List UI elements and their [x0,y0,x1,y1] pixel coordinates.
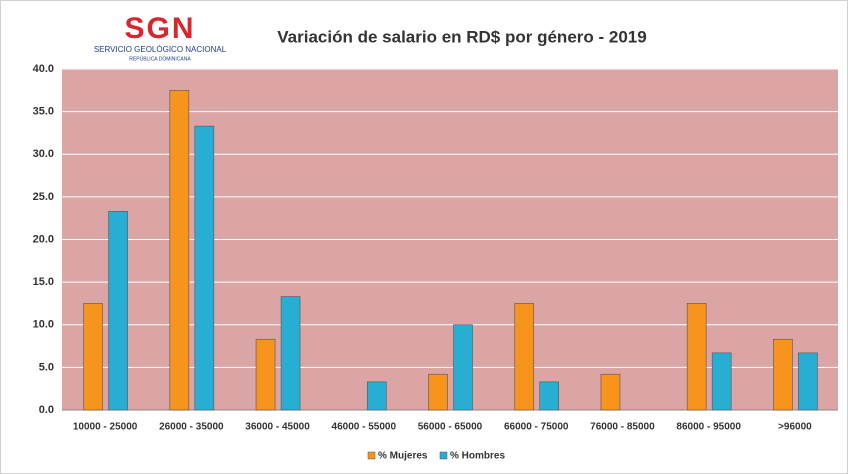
y-tick-label: 25.0 [33,191,54,203]
bar [773,338,793,411]
bar [686,303,707,411]
bar [366,381,387,411]
bar [83,303,103,411]
x-tick-label: >96000 [778,422,812,433]
chart-title: Variación de salario en RD$ por género -… [277,27,646,46]
y-tick-label: 20.0 [33,233,54,245]
y-tick-label: 10.0 [33,319,54,331]
legend-swatch [367,451,376,460]
bar [280,296,301,411]
x-tick-label: 76000 - 85000 [590,422,655,433]
x-tick-label: 10000 - 25000 [73,422,138,433]
x-tick-label: 86000 - 95000 [676,422,741,433]
bar [711,352,732,411]
bar [514,303,535,411]
legend-label: % Hombres [450,451,505,462]
logo-line1: SERVICIO GEOLÓGICO NACIONAL [94,45,227,54]
y-tick-label: 5.0 [39,361,54,373]
bar [255,338,276,411]
x-tick-label: 46000 - 55000 [332,422,397,433]
y-tick-label: 30.0 [33,148,54,160]
bar [428,373,448,411]
x-tick-label: 66000 - 75000 [504,422,569,433]
legend-swatch [439,451,448,460]
y-tick-label: 35.0 [33,106,54,118]
x-tick-label: 36000 - 45000 [245,422,310,433]
logo-name: SGN [124,12,195,45]
bar [169,90,190,411]
bar [539,381,560,411]
x-tick-label: 56000 - 65000 [418,422,483,433]
bar [798,352,818,411]
y-tick-label: 15.0 [33,276,54,288]
legend-label: % Mujeres [378,451,428,462]
bar [194,125,215,411]
logo-line2: REPÚBLICA DOMINICANA [129,55,191,62]
bar [453,324,473,411]
bar [108,211,128,411]
bar [600,373,621,411]
y-tick-label: 40.0 [33,63,54,75]
x-tick-label: 26000 - 35000 [159,422,224,433]
y-tick-label: 0.0 [39,404,54,416]
